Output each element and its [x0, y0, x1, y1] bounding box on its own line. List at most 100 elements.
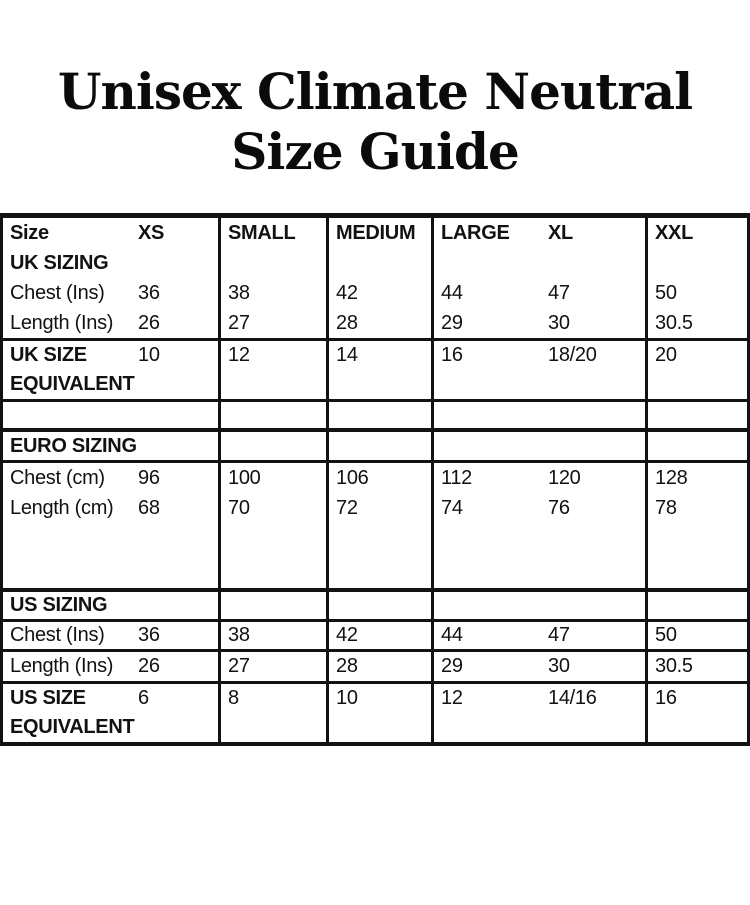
spacer-cell	[648, 432, 747, 460]
cell-us-length-xxl: 30.5	[648, 652, 747, 681]
cell-uk-equivalent-small: 12	[221, 341, 329, 399]
euro-sizing-label: EURO SIZING	[10, 435, 137, 457]
us-length-small: 27	[228, 655, 250, 677]
cell-euro-sizing-label: EURO SIZING	[3, 432, 221, 460]
us-equivalent-xs: 6	[138, 687, 149, 709]
euro-length-small: 70	[228, 497, 250, 519]
spacer-cell	[434, 592, 648, 619]
us-equivalent-label-line2: EQUIVALENT	[10, 716, 135, 738]
euro-length-xs: 68	[138, 497, 160, 519]
cell-medium-column: MEDIUM 42 28	[329, 218, 434, 338]
spacer-cell	[221, 592, 329, 619]
uk-length-label: Length (Ins)	[10, 312, 114, 334]
cell-us-equivalent-small: 8	[221, 684, 329, 742]
cell-uk-equivalent-medium: 14	[329, 341, 434, 399]
cell-us-sizing-label: US SIZING	[3, 592, 221, 619]
us-chest-label: Chest (Ins)	[10, 624, 105, 646]
uk-size-equivalent-block: UK SIZE 10 EQUIVALENT 12 14 16 18/20 20	[3, 341, 747, 402]
uk-equivalent-medium: 14	[336, 344, 358, 366]
uk-chest-large: 44	[441, 282, 463, 304]
cell-us-length-label: Length (Ins) 26	[3, 652, 221, 681]
uk-equivalent-large: 16	[441, 344, 463, 366]
cell-uk-equivalent-xxl: 20	[648, 341, 747, 399]
spacer-cell	[221, 402, 329, 428]
us-equivalent-xl: 14/16	[548, 687, 597, 709]
euro-length-label: Length (cm)	[10, 497, 114, 519]
cell-us-equivalent-label: US SIZE 6 EQUIVALENT	[3, 684, 221, 742]
euro-chest-xl: 120	[548, 467, 581, 489]
uk-chest-medium: 42	[336, 282, 358, 304]
euro-chest-large: 112	[441, 467, 472, 489]
euro-length-xxl: 78	[655, 497, 677, 519]
cell-xxl-column: XXL 50 30.5	[648, 218, 747, 338]
us-length-large: 29	[441, 655, 463, 677]
us-length-xxl: 30.5	[655, 655, 693, 677]
uk-length-xxl: 30.5	[655, 312, 693, 334]
us-chest-xxl: 50	[655, 624, 677, 646]
cell-us-length-small: 27	[221, 652, 329, 681]
uk-equivalent-xl: 18/20	[548, 344, 597, 366]
header-xl: XL	[548, 222, 573, 244]
us-chest-medium: 42	[336, 624, 358, 646]
cell-euro-small: 100 70	[221, 463, 329, 588]
uk-length-medium: 28	[336, 312, 358, 334]
header-xxl: XXL	[655, 222, 693, 244]
spacer-cell	[221, 432, 329, 460]
cell-us-length-large-xl: 29 30	[434, 652, 648, 681]
us-chest-xs: 36	[138, 624, 160, 646]
header-large: LARGE	[441, 222, 510, 244]
cell-us-chest-xxl: 50	[648, 622, 747, 649]
us-chest-row: Chest (Ins) 36 38 42 44 47 50	[3, 622, 747, 652]
uk-length-small: 27	[228, 312, 250, 334]
spacer-cell	[329, 592, 434, 619]
uk-chest-label: Chest (Ins)	[10, 282, 105, 304]
uk-equivalent-xxl: 20	[655, 344, 677, 366]
header-size: Size	[10, 222, 49, 244]
uk-equivalent-label-line1: UK SIZE	[10, 344, 87, 366]
cell-euro-medium: 106 72	[329, 463, 434, 588]
uk-chest-xxl: 50	[655, 282, 677, 304]
cell-us-length-medium: 28	[329, 652, 434, 681]
spacer-cell	[648, 402, 747, 428]
cell-euro-large-xl: 112 120 74 76	[434, 463, 648, 588]
header-small: SMALL	[228, 222, 296, 244]
spacer-row	[3, 402, 747, 432]
spacer-cell	[434, 402, 648, 428]
euro-length-medium: 72	[336, 497, 358, 519]
us-equivalent-medium: 10	[336, 687, 358, 709]
us-sizing-heading-row: US SIZING	[3, 592, 747, 622]
us-size-equivalent-block: US SIZE 6 EQUIVALENT 8 10 12 14/16 16	[3, 684, 747, 742]
cell-us-chest-small: 38	[221, 622, 329, 649]
cell-us-equivalent-large-xl: 12 14/16	[434, 684, 648, 742]
uk-equivalent-small: 12	[228, 344, 250, 366]
cell-euro-labels: Chest (cm) 96 Length (cm) 68	[3, 463, 221, 588]
uk-length-xl: 30	[548, 312, 570, 334]
uk-equivalent-label-line2: EQUIVALENT	[10, 373, 135, 395]
header-medium: MEDIUM	[336, 222, 416, 244]
us-length-xs: 26	[138, 655, 160, 677]
euro-sizing-heading-row: EURO SIZING	[3, 432, 747, 463]
size-guide-table: Size XS UK SIZING Chest (Ins) 36 Length (I…	[0, 213, 750, 746]
page-title: Unisex Climate Neutral Size Guide	[0, 62, 750, 182]
cell-small-column: SMALL 38 27	[221, 218, 329, 338]
euro-length-large: 74	[441, 497, 463, 519]
cell-uk-equivalent-label: UK SIZE 10 EQUIVALENT	[3, 341, 221, 399]
uk-equivalent-xs: 10	[138, 344, 160, 366]
uk-length-large: 29	[441, 312, 463, 334]
page-title-line-1: Unisex Climate Neutral	[57, 62, 693, 121]
cell-us-equivalent-xxl: 16	[648, 684, 747, 742]
us-equivalent-large: 12	[441, 687, 463, 709]
cell-euro-xxl: 128 78	[648, 463, 747, 588]
uk-chest-small: 38	[228, 282, 250, 304]
cell-us-chest-medium: 42	[329, 622, 434, 649]
spacer-cell	[648, 592, 747, 619]
uk-length-xs: 26	[138, 312, 160, 334]
us-equivalent-small: 8	[228, 687, 239, 709]
spacer-cell	[3, 402, 221, 428]
us-length-row: Length (Ins) 26 27 28 29 30 30.5	[3, 652, 747, 684]
header-xs: XS	[138, 222, 165, 244]
uk-chest-xl: 47	[548, 282, 570, 304]
cell-uk-equivalent-large-xl: 16 18/20	[434, 341, 648, 399]
euro-chest-label: Chest (cm)	[10, 467, 105, 489]
